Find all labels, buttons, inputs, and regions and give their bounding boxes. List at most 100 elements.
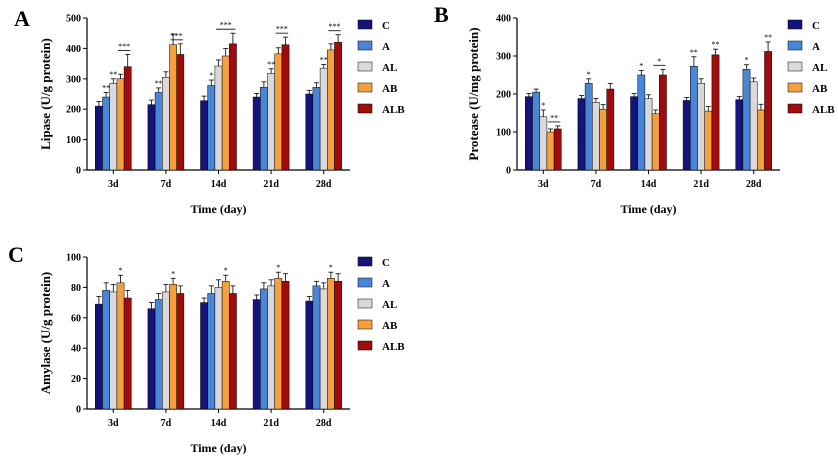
panel-b-bar-al <box>644 98 653 171</box>
panel-c-x-axis-title: Time (day) <box>190 441 246 455</box>
panel-b-significance-mark: ** <box>550 113 558 122</box>
panel-c-bar-c <box>147 308 156 410</box>
panel-c-bar-alb <box>334 281 342 410</box>
panel-b-x-tick-label: 3d <box>538 179 549 190</box>
panel-b-bar-c <box>630 96 638 171</box>
panel-c-bar-alb <box>123 297 132 410</box>
panel-c-significance-mark: * <box>171 269 175 278</box>
panel-b-bar-alb <box>659 74 667 171</box>
panel-b-bar-al <box>539 116 548 171</box>
panel-a-significance-mark: * <box>209 71 213 80</box>
panel-c-y-tick-label: 60 <box>71 313 81 324</box>
panel-c-bar-alb <box>229 293 237 410</box>
panel-c-legend-label-al: AL <box>382 299 397 311</box>
panel-c-x-tick-label: 7d <box>161 418 172 429</box>
panel-c-y-tick-label: 100 <box>66 253 81 264</box>
panel-c-bar-ab <box>274 278 283 410</box>
panel-c-x-tick-label: 21d <box>263 418 279 429</box>
panel-b-x-tick-label: 21d <box>693 179 709 190</box>
panel-b-legend-label-ab: AB <box>812 83 828 95</box>
panel-a-bar-al <box>267 73 275 171</box>
panel-c-legend-label-ab: AB <box>382 320 398 332</box>
panel-b-significance-mark: ** <box>712 40 720 49</box>
panel-b-significance-mark: * <box>541 101 545 110</box>
panel-a-x-axis-title: Time (day) <box>190 202 246 216</box>
panel-a-significance-mark: ** <box>320 56 328 65</box>
panel-b-significance-mark: ** <box>690 48 698 57</box>
panel-a-bar-al <box>214 65 223 171</box>
panel-b-y-tick-label: 300 <box>496 52 511 63</box>
panel-b-bar-alb <box>764 51 772 171</box>
panel-b-significance-mark: * <box>657 57 661 66</box>
panel-a-x-tick-label: 21d <box>263 179 279 190</box>
panel-b-bar-c <box>735 99 744 171</box>
panel-a-bar-ab <box>221 55 230 171</box>
panel-b-bar-a <box>690 66 698 171</box>
panel-a-y-tick-label: 100 <box>66 135 81 146</box>
panel-a-x-tick-label: 28d <box>316 179 332 190</box>
panel-b-significance-mark: * <box>639 61 643 70</box>
panel-a-x-tick-label: 7d <box>161 179 172 190</box>
panel-a-bar-c <box>200 100 208 171</box>
panel-a-y-tick-label: 400 <box>66 44 81 55</box>
panel-a-legend-label-alb: ALB <box>382 104 405 116</box>
panel-c-legend-swatch-a <box>357 277 373 288</box>
panel-b-legend-swatch-c <box>787 19 803 30</box>
panel-b-letter: B <box>434 2 449 27</box>
panel-c-x-tick-label: 3d <box>108 418 119 429</box>
panel-b-y-tick-label: 400 <box>496 14 511 25</box>
panel-a-y-tick-label: 200 <box>66 105 81 116</box>
panel-b-bar-ab <box>757 109 765 171</box>
panel-c-bar-ab <box>221 281 230 410</box>
panel-b-bar-al <box>749 81 758 171</box>
panel-c-y-tick-label: 0 <box>76 405 81 416</box>
panel-a-bar-c <box>305 93 314 171</box>
panel-b-x-tick-label: 14d <box>641 179 657 190</box>
panel-c-bar-a <box>154 299 163 410</box>
panel-b-bar-c <box>682 100 691 171</box>
panel-c-bar-a <box>312 285 321 410</box>
panel-c-bar-c <box>200 302 208 410</box>
panel-c-legend-swatch-al <box>357 298 373 309</box>
panel-a-significance-mark: ** <box>267 60 275 69</box>
panel-c-y-axis-title: Amylase (U/g protein) <box>38 272 53 395</box>
panel-a-legend-swatch-ab <box>357 82 373 93</box>
panel-b-legend-swatch-ab <box>787 82 803 93</box>
panel-b-bar-ab <box>546 131 555 171</box>
panel-a-significance-mark: *** <box>276 25 288 34</box>
panel-a-significance-mark: *** <box>329 22 341 31</box>
panel-a-y-tick-label: 300 <box>66 74 81 85</box>
panel-a-bar-a <box>154 92 163 171</box>
panel-a-bar-al <box>319 67 328 171</box>
panel-a-bar-ab <box>116 78 125 171</box>
panel-a-bar-al <box>162 77 170 171</box>
panel-b-bar-a <box>637 74 646 171</box>
panel-c-legend-label-a: A <box>382 278 390 290</box>
panel-c-chart: C 0 20 40 60 80 100 3d 7d 14d 21d 28d * * * * * Time (d… <box>8 242 405 455</box>
panel-a-significance-mark: ** <box>102 83 110 92</box>
panel-c-y-tick-label: 20 <box>71 374 81 385</box>
panel-b-y-tick-label: 200 <box>496 90 511 101</box>
panel-b-bar-al <box>697 83 705 171</box>
panel-c-bar-a <box>102 290 110 410</box>
panel-b-bar-alb <box>711 54 720 171</box>
panel-a-legend: CA AL AB ALB <box>357 19 405 116</box>
panel-a-bar-a <box>102 96 110 171</box>
panel-a-legend-swatch-c <box>357 19 373 30</box>
panel-a-legend-label-a: A <box>382 41 390 53</box>
panel-a-legend-swatch-al <box>357 61 373 72</box>
panel-a-bar-ab <box>169 44 177 171</box>
panel-b-legend-label-al: AL <box>812 62 827 74</box>
panel-c-legend-swatch-ab <box>357 319 373 330</box>
panel-a-y-tick-label: 500 <box>66 14 81 25</box>
panel-c-bar-ab <box>169 284 177 410</box>
panel-a-bar-a <box>207 85 216 171</box>
panel-c-legend-swatch-c <box>357 256 373 267</box>
panel-b-legend-swatch-al <box>787 61 803 72</box>
panel-c-legend-label-alb: ALB <box>382 341 405 353</box>
panel-b-significance-mark: * <box>587 70 591 79</box>
panel-a-significance-mark: ** <box>155 79 163 88</box>
panel-b-bar-al <box>592 102 600 171</box>
panel-a-bar-alb <box>281 44 290 171</box>
